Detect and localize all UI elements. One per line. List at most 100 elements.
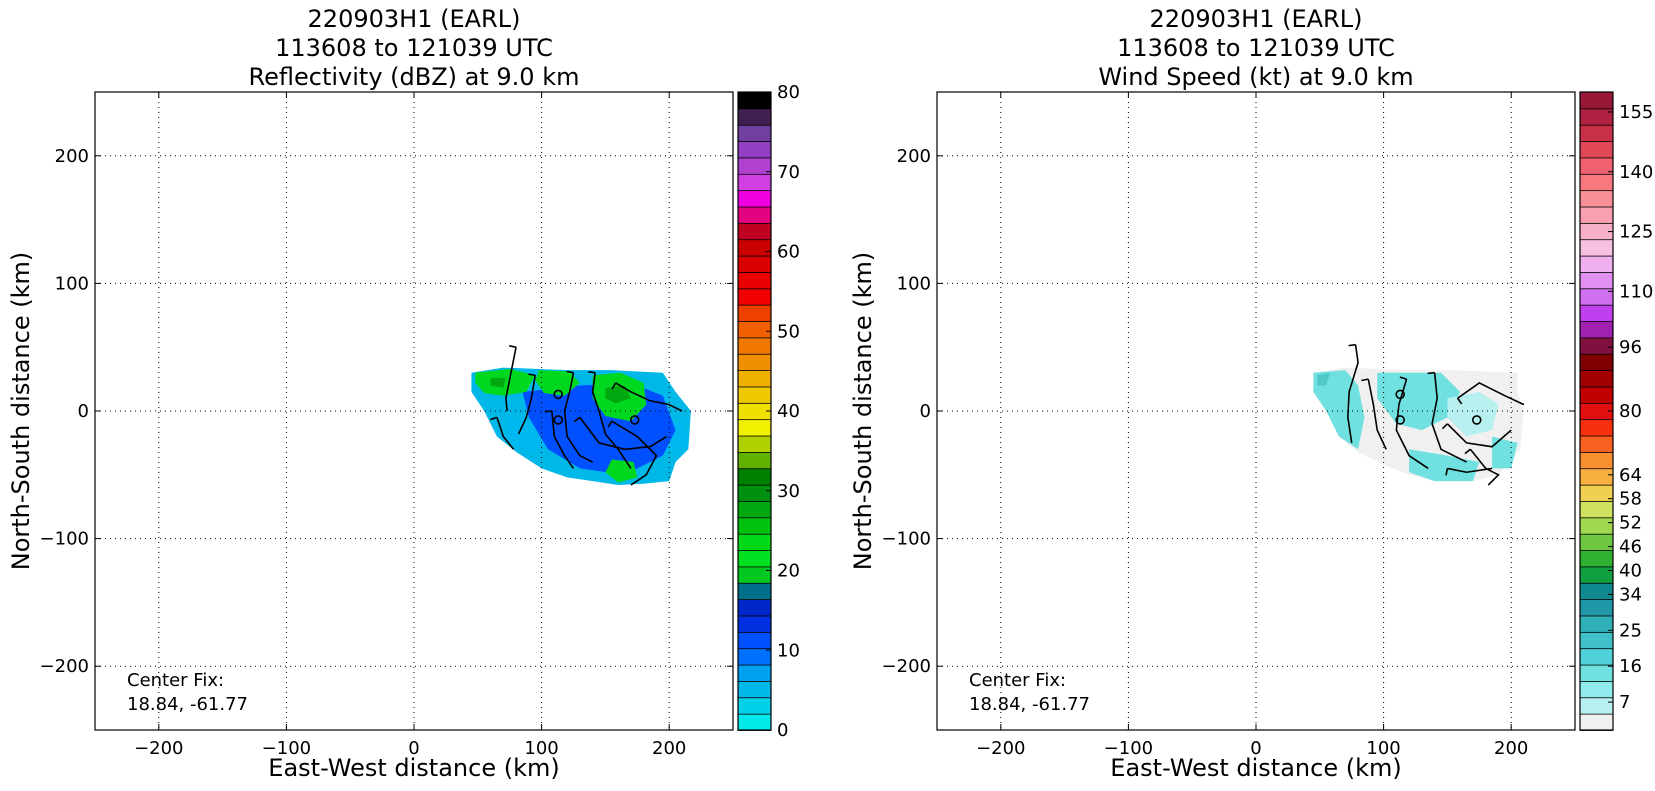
colorbar-tick-label: 10 (777, 640, 800, 661)
field-region (475, 368, 536, 396)
colorbar-tick-label: 50 (777, 321, 800, 342)
colorbar-segment (737, 582, 772, 601)
streamline-tick (573, 416, 581, 423)
colorbar-tick-label: 40 (777, 401, 800, 422)
chart-title-line: 220903H1 (EARL) (308, 5, 521, 33)
streamline-tick (490, 416, 498, 421)
colorbar-segment (1579, 173, 1614, 192)
streamline (1446, 423, 1512, 448)
colorbar-segment (1579, 353, 1614, 372)
streamline (1431, 372, 1467, 463)
colorbar-segment (1579, 435, 1614, 453)
colorbar-tick-label: 40 (1619, 561, 1642, 582)
colorbar-segment (1579, 598, 1614, 617)
colorbar-segment (1579, 238, 1614, 257)
field-region (505, 417, 548, 452)
colorbar-tick-label: 46 (1619, 537, 1642, 558)
streamline (579, 416, 668, 451)
x-tick-label: 100 (1366, 738, 1400, 759)
center-fix-value: 18.84, -61.77 (969, 694, 1090, 715)
colorbar-segment (737, 304, 772, 322)
colorbar-segment (737, 238, 772, 257)
center-fix-value: 18.84, -61.77 (127, 694, 248, 715)
streamline (591, 372, 632, 469)
y-tick-label: −100 (882, 529, 931, 550)
colorbar-segment (1579, 189, 1614, 208)
colorbar-tick-label: 0 (777, 720, 788, 741)
colorbar-segment (1579, 418, 1614, 437)
streamline-tick (611, 382, 617, 390)
colorbar-segment (1579, 696, 1614, 715)
streamline (517, 375, 537, 435)
colorbar-segment (737, 598, 772, 617)
colorbar-segment (737, 287, 772, 306)
field-region (1492, 436, 1518, 469)
chart-title-line: 113608 to 121039 UTC (275, 34, 553, 62)
center-marker (553, 389, 563, 400)
y-tick-label: 100 (55, 273, 89, 294)
streamline (1367, 378, 1387, 450)
field-region (1313, 370, 1365, 450)
x-tick-label: −100 (262, 738, 311, 759)
field-region (1317, 372, 1331, 386)
colorbar-segment (737, 500, 772, 519)
colorbar-segment (737, 615, 772, 633)
streamline (615, 382, 683, 412)
colorbar-tick-label: 70 (777, 162, 800, 183)
streamline-tick (1456, 397, 1463, 405)
streamline (1469, 448, 1500, 486)
streamline (611, 420, 658, 486)
colorbar-segment (737, 107, 772, 126)
streamline-tick (566, 370, 574, 374)
colorbar-segment (1579, 680, 1614, 699)
streamline-tick (1441, 423, 1448, 430)
plot-content (1313, 343, 1525, 486)
colorbar-tick-label: 20 (777, 561, 800, 582)
y-tick-label: −200 (882, 656, 931, 677)
streamline (1395, 378, 1429, 470)
streamline (551, 410, 575, 469)
panel-wind-speed: −200 −100 0 100 200 −200 −100 0 100 200 220903H1 (… (849, 5, 1653, 782)
colorbar-segment (1579, 533, 1614, 551)
colorbar-segment (1579, 516, 1614, 535)
colorbar-segment (737, 566, 772, 584)
colorbar-segment (737, 713, 772, 731)
streamline (1447, 467, 1493, 474)
colorbar-segment (1579, 107, 1614, 126)
colorbar-segment (1579, 713, 1614, 731)
x-tick-label: 200 (652, 738, 686, 759)
center-fix-label: Center Fix: (969, 670, 1066, 691)
colorbar-segment (1579, 91, 1614, 110)
colorbar-segment (737, 222, 772, 241)
colorbar-segment (737, 549, 772, 568)
streamline-tick (1399, 376, 1407, 380)
colorbar-segment (1579, 566, 1614, 584)
colorbar-tick-label: 60 (777, 242, 800, 263)
x-tick-label: −100 (1104, 738, 1153, 759)
colorbar-segment (1579, 336, 1614, 355)
colorbar-tick-label: 155 (1619, 102, 1653, 123)
colorbar-tick-label: 96 (1619, 337, 1642, 358)
colorbar-segment (737, 189, 772, 208)
y-tick-label: 200 (897, 146, 931, 167)
colorbar-segment (1579, 549, 1614, 568)
colorbar-tick-label: 58 (1619, 489, 1642, 510)
colorbar-segment (1579, 271, 1614, 290)
colorbar-tick-label: 7 (1619, 692, 1630, 713)
center-marker (553, 415, 563, 425)
x-tick-label: 0 (408, 738, 419, 759)
x-tick-label: −200 (976, 738, 1025, 759)
y-tick-label: 200 (55, 146, 89, 167)
colorbar-tick-label: 80 (777, 82, 800, 103)
y-tick-label: −200 (40, 656, 89, 677)
colorbar-tick-label: 64 (1619, 465, 1642, 486)
colorbar-segment (1579, 500, 1614, 519)
colorbar-segment (1579, 664, 1614, 682)
streamline-tick (509, 345, 517, 348)
streamline-tick (1445, 468, 1449, 476)
colorbar-segment (1579, 124, 1614, 142)
colorbar-tick-label: 80 (1619, 401, 1642, 422)
center-marker (1471, 415, 1482, 425)
colorbar-segment (737, 418, 772, 437)
